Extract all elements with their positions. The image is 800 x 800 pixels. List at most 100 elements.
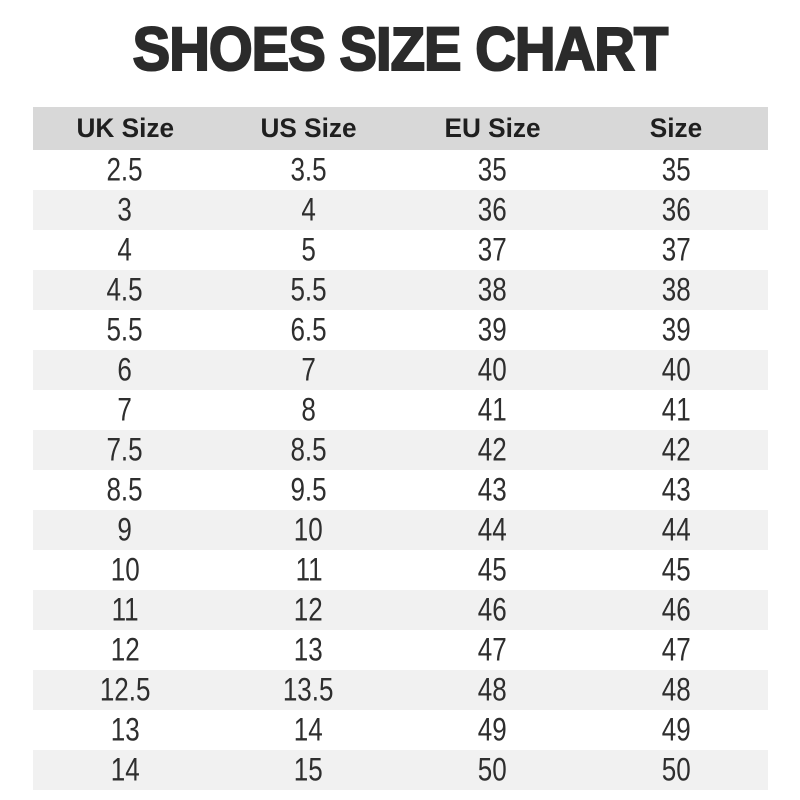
size-cell-value: 11 [111,591,139,628]
size-cell: 49 [401,710,585,750]
size-cell-value: 41 [661,391,691,428]
size-cell: 12 [216,590,401,630]
size-cell: 12.5 [33,670,217,710]
column-header-uk-size-label: UK Size [76,113,174,143]
size-cell-value: 9.5 [290,471,327,508]
size-cell: 4.5 [33,270,217,310]
size-cell-value: 11 [295,551,323,588]
table-row: 10 11 45 45 [33,550,768,590]
table-row: 5.5 6.5 39 39 [33,310,768,350]
size-cell: 6 [33,350,217,390]
table-row: 14 15 50 50 [33,750,768,790]
size-cell: 48 [584,670,768,710]
size-cell: 14 [217,710,401,750]
table-row: 3 4 36 36 [33,190,768,230]
size-cell-value: 6.5 [290,311,327,348]
column-header-us-size: US Size [216,107,401,150]
size-cell-value: 45 [661,551,691,588]
size-cell: 5 [217,230,401,270]
size-cell: 44 [400,510,585,550]
table-row: 12.5 13.5 48 48 [33,670,768,710]
size-cell: 45 [584,550,768,590]
size-cell-value: 39 [661,311,691,348]
size-cell-value: 8.5 [106,471,143,508]
size-cell-value: 14 [110,751,140,788]
size-cell: 41 [401,390,585,430]
size-cell: 35 [401,150,585,190]
size-cell: 46 [584,590,768,630]
size-cell-value: 47 [477,631,507,668]
table-row: 8.5 9.5 43 43 [33,470,768,510]
shoe-size-table: UK Size US Size EU Size Size 2.5 3.5 35 35 3… [33,107,768,790]
table-row: 4.5 5.5 38 38 [33,270,768,310]
table-row: 6 7 40 40 [33,350,768,390]
size-cell-value: 4.5 [106,271,143,308]
size-cell: 36 [400,190,585,230]
table-row: 9 10 44 44 [33,510,768,550]
table-row: 7.5 8.5 42 42 [33,430,768,470]
size-cell-value: 43 [661,471,691,508]
size-cell: 43 [584,470,768,510]
size-cell-value: 7.5 [106,431,143,468]
size-cell-value: 44 [661,511,691,548]
size-cell-value: 40 [477,351,507,388]
size-cell: 4 [33,230,217,270]
size-cell-value: 14 [294,711,324,748]
size-cell: 45 [401,550,585,590]
size-cell-value: 4 [301,191,316,228]
size-cell-value: 7 [301,351,316,388]
size-cell: 42 [400,430,585,470]
size-cell-value: 48 [661,671,691,708]
size-cell: 15 [216,750,401,790]
size-cell: 35 [584,150,768,190]
size-cell: 40 [584,350,768,390]
size-cell-value: 10 [110,551,140,588]
size-cell: 8.5 [216,430,401,470]
size-cell: 8 [217,390,401,430]
size-cell: 43 [401,470,585,510]
table-row: 4 5 37 37 [33,230,768,270]
size-cell-value: 38 [477,271,507,308]
size-cell: 47 [401,630,585,670]
table-row: 7 8 41 41 [33,390,768,430]
size-cell-value: 35 [661,151,691,188]
size-cell: 11 [33,590,217,630]
size-cell-value: 4 [117,231,133,268]
size-cell-value: 15 [294,751,324,788]
size-cell: 10 [216,510,401,550]
size-cell: 13 [217,630,401,670]
size-cell-value: 3 [117,191,133,228]
size-cell-value: 38 [661,271,691,308]
size-cell-value: 50 [661,751,691,788]
column-header-eu-size-label: EU Size [444,113,541,143]
size-cell: 7.5 [33,430,217,470]
size-cell: 38 [400,270,585,310]
size-cell: 11 [217,550,401,590]
size-cell: 9.5 [217,470,401,510]
size-cell-value: 50 [477,751,507,788]
size-table-header: UK Size US Size EU Size Size [33,107,768,150]
size-cell-value: 5.5 [106,311,143,348]
size-cell: 5.5 [33,310,217,350]
column-header-us-size-label: US Size [260,113,357,143]
size-cell: 9 [33,510,217,550]
column-header-size-label: Size [649,113,703,143]
size-cell: 46 [400,590,585,630]
size-cell-value: 5 [301,231,316,268]
size-cell-value: 49 [661,711,691,748]
size-cell: 8.5 [33,470,217,510]
size-cell-value: 48 [477,671,507,708]
column-header-uk-size: UK Size [33,107,217,150]
size-cell-value: 46 [661,591,691,628]
size-cell-value: 46 [477,591,507,628]
size-cell: 41 [584,390,768,430]
size-cell: 4 [216,190,401,230]
size-cell: 44 [584,510,768,550]
size-cell-value: 45 [477,551,507,588]
size-cell: 14 [33,750,217,790]
size-cell-value: 47 [661,631,691,668]
size-cell: 2.5 [33,150,217,190]
size-cell-value: 5.5 [290,271,327,308]
size-cell: 13 [33,710,217,750]
size-cell-value: 42 [661,431,691,468]
